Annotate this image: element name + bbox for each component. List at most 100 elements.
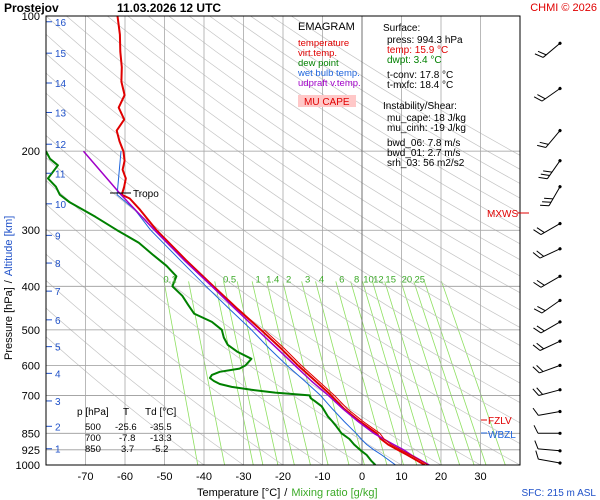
pressure-tick-label: 1000 [16, 460, 40, 472]
wind-barb-flag [536, 387, 543, 395]
temp-tick-label: -70 [78, 471, 94, 483]
dry-adiabat [46, 53, 520, 384]
dry-adiabat [46, 16, 520, 346]
temp-tick-label: -30 [236, 471, 252, 483]
wind-barb-flag [533, 327, 542, 334]
wind-barbs [532, 41, 562, 465]
dry-adiabat [46, 92, 520, 424]
wind-barb-shaft [545, 130, 561, 148]
wind-barb-flag [534, 53, 544, 58]
wind-barb-shaft [548, 186, 561, 207]
plot-frame [45, 15, 521, 466]
y-axis-pressure-label: Pressure [hPa]/Altitude [km] [3, 216, 15, 360]
table-cell: -5.2 [152, 444, 168, 455]
temp-tick-label: 20 [435, 471, 447, 483]
altitude-tick-label: 4 [55, 369, 61, 380]
wind-barb-flag [532, 366, 540, 374]
wbzl-label: WBZL [488, 430, 516, 441]
wind-barb-flag [533, 281, 542, 288]
wind-barb-dot [558, 449, 562, 453]
table-header-p: p [hPa] [77, 407, 109, 418]
dry-adiabat [107, 16, 520, 294]
pressure-tick-label: 100 [22, 11, 40, 23]
wind-barb-dot [558, 159, 562, 163]
wind-barb-flag [539, 141, 549, 145]
altitude-tick-label: 13 [55, 108, 67, 119]
wind-barb-flag [537, 50, 547, 56]
temp-tick-label: 10 [395, 471, 407, 483]
wind-barb-shaft [541, 88, 561, 102]
wind-barb [538, 159, 562, 180]
bwd01-value: bwd_01: 2.7 m/s [387, 148, 460, 159]
instability-title: Instability/Shear: [383, 101, 457, 112]
wind-barb-dot [558, 409, 562, 414]
mixing-ratio-line [350, 281, 404, 465]
wind-barb-shaft [546, 160, 561, 180]
legend-wet-bulb: wet bulb temp. [297, 68, 360, 79]
altitude-tick-label: 10 [55, 200, 67, 211]
wind-barb-flag [533, 96, 543, 102]
temp-tick-label: 0 [359, 471, 365, 483]
dry-adiabat [46, 180, 442, 465]
wind-barb-dot [558, 339, 562, 343]
wind-barb-flag [544, 197, 554, 200]
surface-tmxfc: t-mxfc: 18.4 °C [387, 80, 453, 91]
wind-barb-shaft [542, 42, 561, 58]
wind-barb-flag [540, 204, 550, 207]
altitude-tick-label: 9 [55, 231, 61, 242]
table-cell: 3.7 [121, 444, 134, 455]
temp-tick-label: -40 [196, 471, 212, 483]
mixing-ratio-label: 12 [373, 274, 384, 285]
wind-barb [534, 41, 562, 58]
wind-barb-dot [558, 129, 562, 133]
mxws-label: MXWS [487, 209, 518, 220]
altitude-tick-label: 2 [55, 422, 61, 433]
tropopause-label: Tropo [133, 189, 159, 200]
series-virt-temp [263, 329, 429, 465]
series-udpraft-v-temp- [82, 150, 430, 465]
mu-cinh-value: mu_cinh: -19 J/kg [387, 123, 466, 134]
wind-barb-shaft [538, 389, 561, 396]
wind-barb-flag [536, 279, 545, 286]
wind-barb-flag [536, 365, 544, 372]
profile-lines [46, 16, 430, 465]
pressure-tick-label: 850 [22, 428, 40, 440]
wind-barb [532, 339, 562, 351]
mixing-ratio-line [301, 281, 350, 465]
wind-barb-shaft [541, 299, 561, 314]
wind-barb-dot [558, 41, 562, 45]
wind-barb-shaft [538, 448, 561, 452]
wind-barb-dot [558, 247, 562, 251]
surface-info: Surface: press: 994.3 hPa temp: 15.9 °C … [383, 23, 466, 169]
mixing-ratio-line [400, 281, 461, 465]
mixing-ratio-label: 4 [319, 274, 324, 285]
wind-barb-dot [558, 388, 562, 392]
wind-barb-flag [536, 250, 544, 257]
altitude-tick-label: 15 [55, 49, 67, 60]
x-axis-title: Temperature [°C] / Mixing ratio [g/kg] [197, 487, 378, 499]
altitude-tick-label: 16 [55, 18, 67, 29]
temp-tick-label: -50 [157, 471, 173, 483]
wind-barb-flag [536, 227, 545, 234]
dry-adiabat [46, 280, 284, 465]
wind-barb-shaft [540, 321, 561, 334]
station-name: Prostejov [4, 1, 59, 15]
table-header-td: Td [°C] [145, 407, 176, 418]
wind-barb [533, 320, 562, 334]
wind-barb [532, 407, 562, 416]
temp-tick-label: -10 [315, 471, 331, 483]
wind-barb-shaft [539, 364, 561, 374]
series-wet-bulb-temp- [116, 151, 396, 465]
mu-cape-swatch [298, 95, 356, 107]
wind-barb-flag [533, 425, 539, 434]
pressure-tick-label: 400 [22, 281, 40, 293]
mixing-ratio-label: 3 [305, 274, 310, 285]
dry-adiabat [46, 72, 520, 403]
dry-adiabat [147, 16, 520, 261]
dry-adiabat [66, 16, 520, 328]
wind-barb-flag [540, 173, 550, 176]
mixing-ratio-line [413, 281, 475, 465]
wind-barb-dot [558, 274, 562, 278]
altitude-tick-label: 1 [55, 445, 61, 456]
